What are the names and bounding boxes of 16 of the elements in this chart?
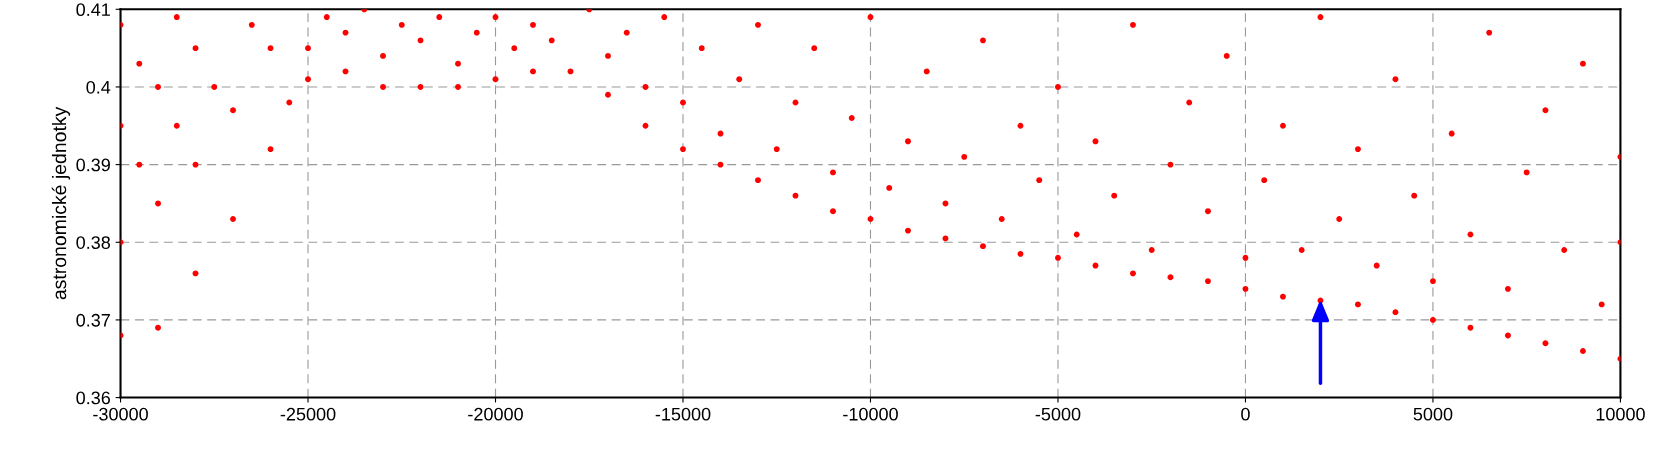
x-tick-label: -15000 [655,407,711,421]
x-tick-label: -10000 [843,407,898,421]
y-tick-label: 0.4 [86,80,111,94]
x-tick-label: -30000 [93,407,148,421]
y-tick-label: 0.39 [76,158,110,172]
x-tick-label: -25000 [280,407,336,421]
x-tick-label: 0 [1241,407,1250,421]
y-tick-label: 0.38 [76,236,111,249]
x-tick-label: 5000 [1413,407,1453,421]
y-axis-title: astronomické jednotky [51,106,71,300]
y-tick-label: 0.41 [76,3,110,17]
y-tick-label: 0.37 [76,313,110,327]
y-tick-label: 0.36 [76,391,111,405]
x-tick-label: -20000 [468,407,523,421]
x-tick-label: 10000 [1596,407,1645,421]
x-tick-label: -5000 [1035,407,1081,421]
